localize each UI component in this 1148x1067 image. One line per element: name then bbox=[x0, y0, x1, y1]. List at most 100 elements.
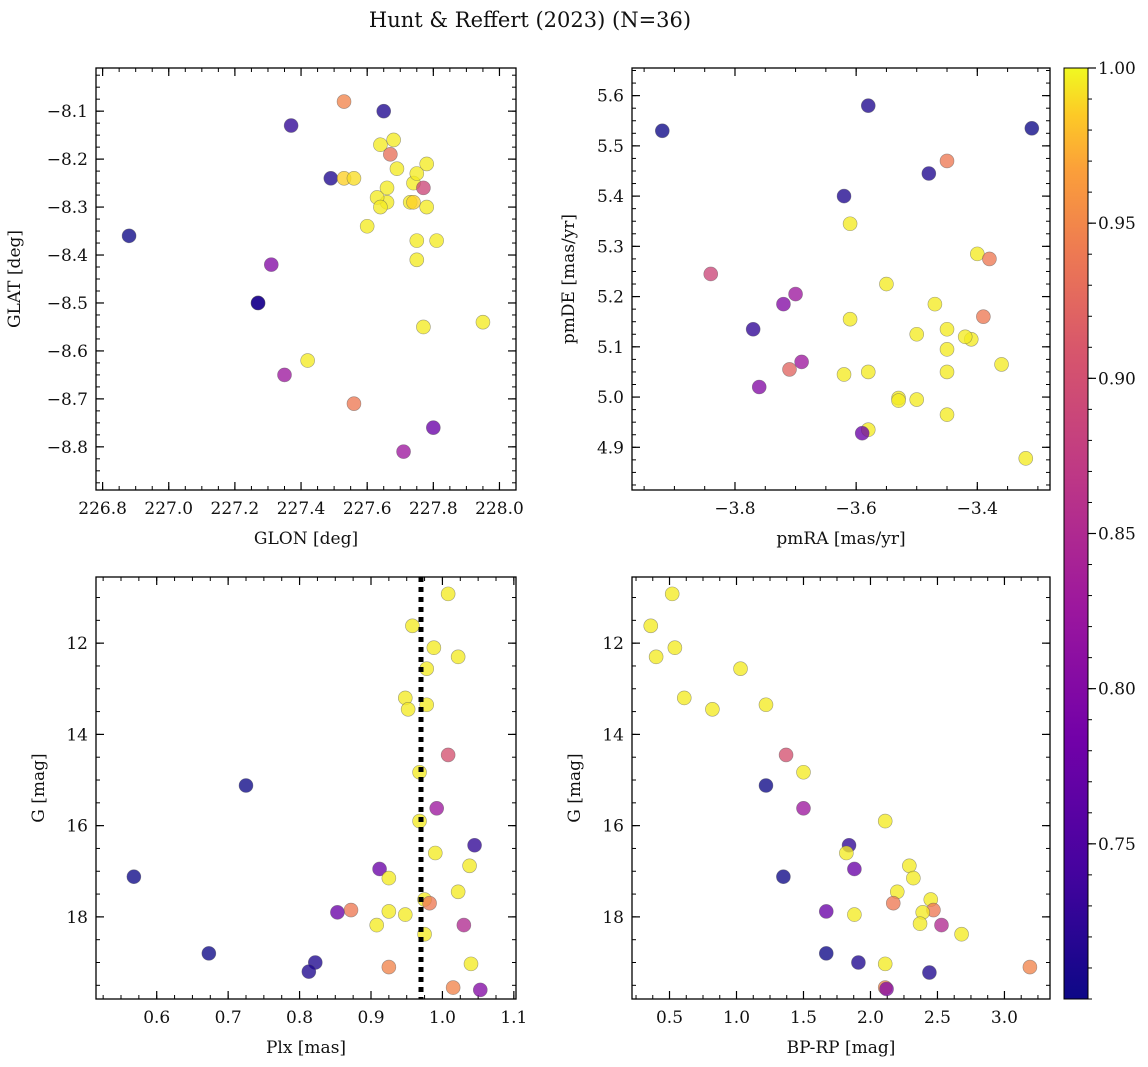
data-point bbox=[250, 295, 266, 311]
y-tick-label: 18 bbox=[66, 908, 88, 928]
y-tick-label: −8.6 bbox=[47, 342, 88, 362]
data-point bbox=[879, 981, 894, 997]
data-point bbox=[1022, 959, 1038, 975]
x-tick-label: 2.0 bbox=[857, 1008, 884, 1028]
y-tick-label: 5.5 bbox=[597, 137, 624, 157]
data-point bbox=[301, 964, 317, 979]
data-point bbox=[283, 118, 299, 133]
data-point bbox=[472, 982, 488, 998]
data-point bbox=[921, 166, 937, 181]
y-tick-label: −8.4 bbox=[47, 246, 88, 266]
data-point bbox=[860, 98, 876, 113]
data-point bbox=[860, 364, 876, 380]
data-point bbox=[733, 661, 748, 676]
y-axis-label: G [mag] bbox=[565, 753, 585, 822]
data-point bbox=[456, 917, 472, 933]
x-tick-label: 227.4 bbox=[277, 499, 326, 519]
data-point bbox=[263, 257, 279, 272]
data-point bbox=[891, 393, 906, 408]
data-point bbox=[379, 180, 395, 196]
x-axis-label: BP-RP [mag] bbox=[787, 1038, 896, 1058]
data-point bbox=[405, 618, 420, 634]
data-point bbox=[397, 907, 413, 922]
colorbar-tick-label: 0.75 bbox=[1098, 835, 1136, 855]
x-tick-label: 1.0 bbox=[723, 1008, 750, 1028]
y-tick-label: 5.4 bbox=[597, 187, 624, 207]
plot-area bbox=[631, 67, 1051, 491]
data-point bbox=[343, 902, 359, 918]
data-point bbox=[400, 702, 416, 717]
y-tick-label: −8.3 bbox=[47, 198, 88, 218]
data-point bbox=[396, 444, 411, 459]
data-point bbox=[336, 94, 352, 109]
x-tick-label: 228.0 bbox=[475, 499, 524, 519]
x-tick-label: 227.8 bbox=[409, 499, 458, 519]
data-point bbox=[406, 194, 421, 210]
data-point bbox=[957, 329, 973, 345]
data-point bbox=[277, 367, 292, 383]
data-point bbox=[902, 858, 917, 874]
data-point bbox=[976, 309, 991, 324]
data-point bbox=[419, 199, 435, 215]
data-point bbox=[463, 956, 479, 972]
data-point bbox=[909, 392, 925, 407]
data-point bbox=[751, 379, 767, 395]
data-point bbox=[839, 845, 854, 861]
x-axis-label: GLON [deg] bbox=[254, 529, 358, 549]
data-point bbox=[879, 276, 894, 292]
data-point bbox=[912, 916, 928, 932]
data-point bbox=[330, 905, 345, 920]
x-tick-label: 0.9 bbox=[357, 1008, 384, 1028]
data-point bbox=[847, 907, 862, 922]
data-point bbox=[654, 123, 670, 139]
data-points bbox=[121, 94, 491, 459]
y-tick-label: 18 bbox=[602, 908, 624, 928]
data-point bbox=[796, 764, 811, 780]
data-point bbox=[934, 917, 949, 933]
y-tick-label: −8.5 bbox=[47, 294, 88, 314]
plot-area bbox=[631, 576, 1051, 1000]
panel-proper-motion: −3.8 −3.6 −3.4 4.9 5.0 5.1 5.2 5.3 5.4 5.5 5.6 pmRA… bbox=[559, 67, 1051, 549]
data-point bbox=[782, 362, 797, 377]
data-point bbox=[467, 837, 482, 853]
data-point bbox=[745, 321, 761, 337]
data-points bbox=[654, 98, 1040, 466]
data-point bbox=[776, 296, 791, 312]
data-point bbox=[776, 869, 791, 885]
x-axis-label: pmRA [mas/yr] bbox=[776, 529, 905, 549]
data-point bbox=[422, 895, 437, 911]
data-point bbox=[346, 396, 362, 411]
y-tick-label: 12 bbox=[66, 634, 88, 654]
data-point bbox=[643, 618, 659, 634]
data-point bbox=[389, 161, 405, 177]
data-point bbox=[664, 586, 680, 602]
data-point bbox=[705, 702, 720, 717]
data-point bbox=[381, 870, 397, 886]
data-point bbox=[667, 640, 683, 656]
colorbar: 0.75 0.80 0.85 0.90 0.95 1.00 bbox=[1063, 59, 1136, 1000]
y-axis-label: GLAT [deg] bbox=[5, 230, 25, 328]
y-tick-label: 5.3 bbox=[597, 237, 624, 257]
data-point bbox=[429, 233, 444, 248]
data-point bbox=[359, 218, 375, 234]
colorbar-tick-label: 0.95 bbox=[1098, 214, 1136, 234]
data-point bbox=[440, 747, 456, 763]
data-point bbox=[323, 170, 339, 186]
data-point bbox=[939, 407, 955, 422]
data-point bbox=[445, 980, 461, 995]
y-axis-label: G [mag] bbox=[29, 753, 49, 822]
data-point bbox=[426, 640, 442, 656]
data-point bbox=[885, 895, 901, 911]
data-point bbox=[796, 801, 811, 816]
y-tick-label: 16 bbox=[66, 817, 88, 837]
data-point bbox=[836, 367, 852, 382]
x-tick-label: −3.4 bbox=[957, 499, 998, 519]
data-point bbox=[475, 314, 491, 330]
y-tick-label: 5.1 bbox=[597, 338, 624, 358]
y-tick-label: −8.7 bbox=[47, 390, 88, 410]
x-tick-label: 1.5 bbox=[790, 1008, 817, 1028]
data-points bbox=[643, 586, 1038, 997]
data-point bbox=[416, 319, 431, 335]
data-point bbox=[847, 861, 862, 877]
data-point bbox=[877, 956, 893, 972]
